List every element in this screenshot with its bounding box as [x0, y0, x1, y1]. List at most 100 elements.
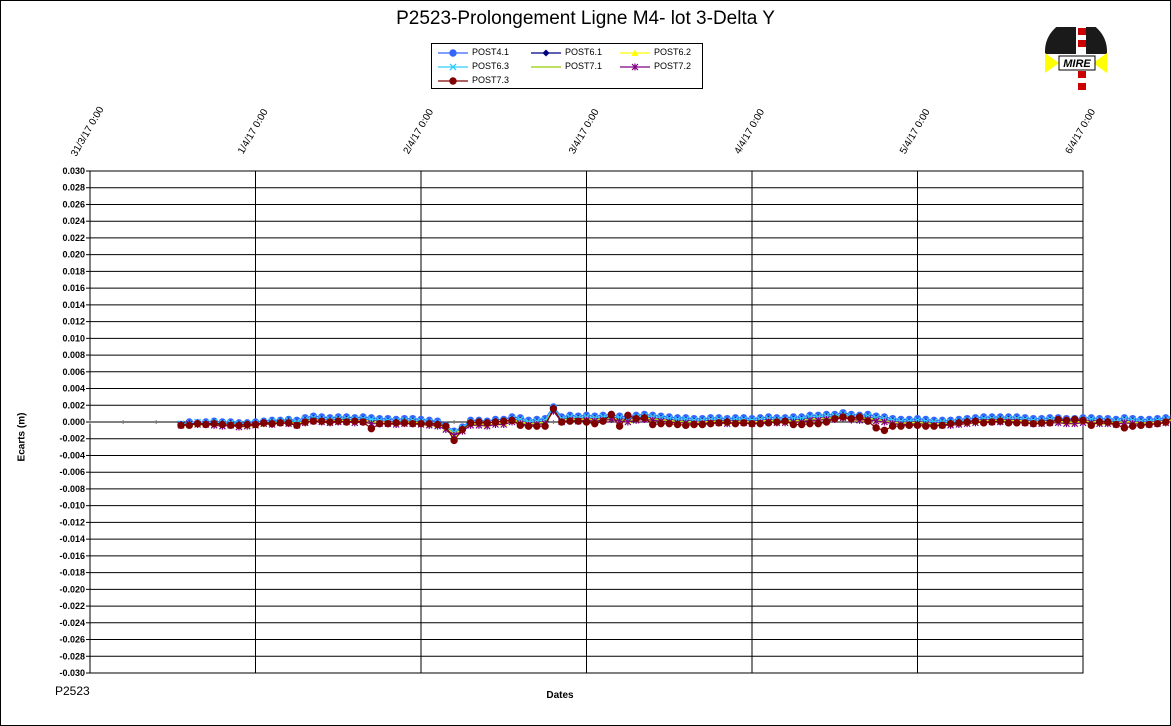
data-point: [1037, 419, 1046, 427]
data-point: [449, 77, 457, 85]
data-point: [185, 421, 194, 430]
data-point: [814, 419, 822, 428]
data-point: [797, 420, 806, 429]
data-point: [177, 421, 185, 430]
data-point: [913, 421, 922, 430]
data-point: [542, 49, 550, 57]
y-tick-label: 0.000: [62, 417, 85, 427]
data-point: [855, 413, 864, 421]
data-point: [549, 404, 558, 413]
data-point: [367, 424, 376, 433]
data-point: [649, 420, 657, 429]
data-point: [1013, 419, 1021, 427]
data-point: [574, 417, 582, 425]
data-point: [309, 417, 318, 425]
data-point: [640, 414, 649, 422]
data-point: [1062, 416, 1071, 425]
legend-swatch: [438, 77, 468, 85]
y-tick-label: -0.002: [59, 434, 85, 444]
data-point: [260, 419, 268, 427]
data-point: [466, 419, 475, 427]
data-point: [673, 420, 682, 429]
data-point: [690, 420, 698, 429]
data-point: [557, 418, 566, 426]
data-point: [955, 419, 963, 427]
data-point: [624, 418, 632, 426]
data-point: [806, 419, 814, 428]
data-point: [624, 411, 632, 420]
data-point: [880, 426, 889, 435]
data-point: [475, 418, 483, 426]
y-tick-label: -0.014: [59, 534, 85, 544]
data-point: [1095, 418, 1104, 426]
data-point: [458, 425, 467, 434]
data-point: [334, 417, 342, 425]
data-point: [615, 422, 624, 430]
y-tick-label: 0.028: [62, 183, 85, 193]
y-tick-label: 0.030: [62, 166, 85, 176]
data-point: [1120, 424, 1129, 432]
legend-label: POST6.1: [565, 47, 603, 57]
legend-label: POST7.1: [565, 61, 603, 71]
y-tick-label: 0.022: [62, 233, 85, 243]
data-point: [1004, 419, 1013, 427]
y-tick-label: -0.012: [59, 517, 85, 527]
data-point: [864, 417, 872, 425]
chart-title: P2523-Prolongement Ligne M4- lot 3-Delta…: [396, 8, 775, 29]
data-point: [566, 417, 574, 425]
data-point: [631, 63, 639, 71]
data-point: [706, 419, 715, 428]
data-point: [764, 419, 773, 427]
data-point: [516, 421, 524, 430]
data-point: [449, 49, 457, 57]
data-point: [392, 419, 400, 427]
y-tick-label: 0.026: [62, 199, 85, 209]
legend-label: POST6.3: [472, 61, 510, 71]
data-point: [483, 419, 491, 427]
data-point: [243, 420, 251, 429]
y-tick-label: 0.014: [62, 300, 85, 310]
data-point: [839, 413, 847, 421]
data-point: [301, 418, 309, 426]
data-point: [409, 419, 417, 428]
data-point: [888, 422, 897, 430]
data-point: [665, 419, 673, 428]
y-tick-label: 0.024: [62, 216, 85, 226]
data-point: [872, 424, 880, 432]
y-tick-label: -0.020: [59, 584, 85, 594]
legend-swatch: [438, 49, 468, 57]
data-point: [822, 418, 831, 426]
data-point: [450, 436, 458, 445]
data-point: [731, 419, 740, 428]
y-tick-label: 0.004: [62, 384, 85, 394]
data-point: [533, 422, 541, 430]
legend-label: POST7.2: [654, 61, 692, 71]
data-point: [756, 419, 764, 428]
y-tick-label: 0.020: [62, 250, 85, 260]
data-point: [897, 422, 905, 430]
data-point: [202, 420, 210, 429]
data-point: [1054, 415, 1062, 424]
chart-legend: POST4.1 POST6.1 POST6.2 POST6.3 POST7.1 POST7…: [431, 43, 703, 89]
data-point: [284, 419, 293, 427]
x-tick-label: 3/4/17 0:00: [567, 107, 602, 156]
data-point: [1029, 419, 1038, 428]
data-point: [442, 422, 450, 430]
data-point: [293, 421, 301, 430]
y-tick-label: -0.028: [59, 651, 85, 661]
x-tick-label: 5/4/17 0:00: [898, 107, 933, 156]
data-point: [425, 419, 433, 428]
y-tick-label: 0.010: [62, 333, 85, 343]
data-point: [500, 417, 508, 425]
data-point: [491, 418, 500, 426]
x-tick-label: 4/4/17 0:00: [733, 107, 768, 156]
data-point: [715, 419, 723, 427]
data-point: [193, 419, 202, 428]
x-tick-label: 6/4/17 0:00: [1064, 107, 1099, 156]
data-point: [1071, 415, 1079, 424]
data-point: [740, 419, 748, 427]
y-tick-label: -0.022: [59, 601, 85, 611]
data-point: [1145, 420, 1153, 429]
data-point: [880, 418, 888, 426]
